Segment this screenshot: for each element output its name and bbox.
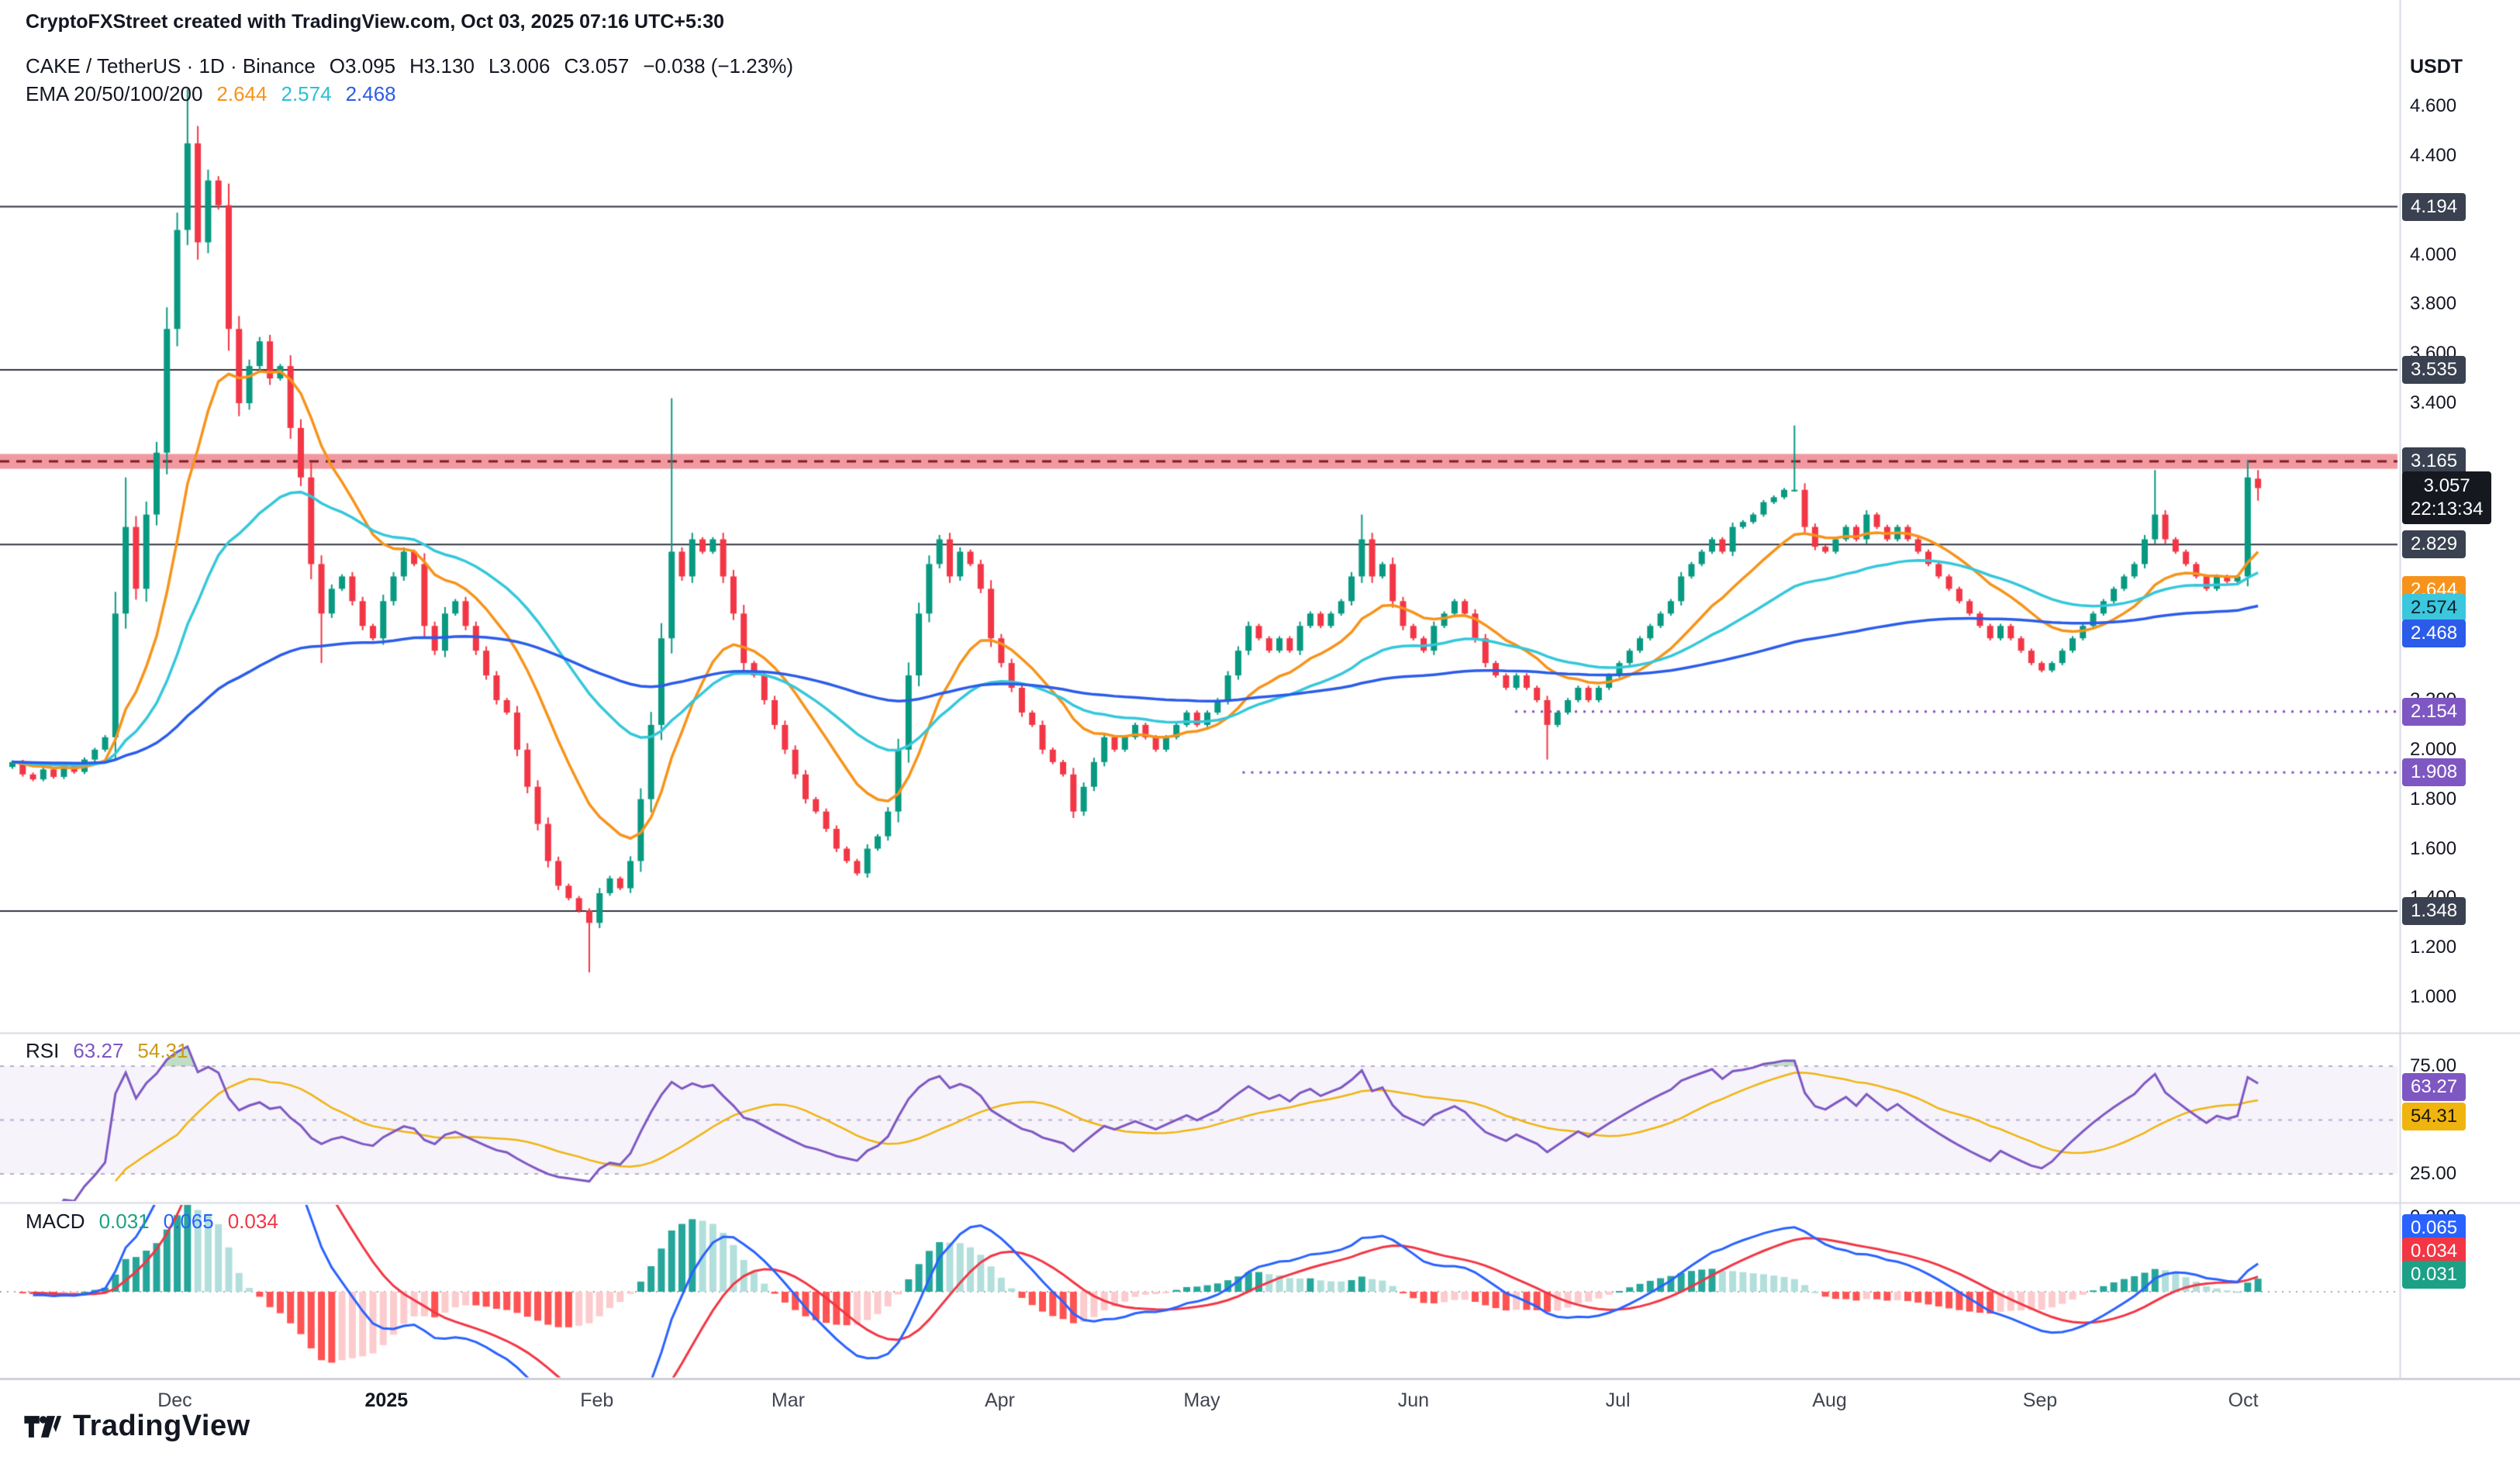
price-level-badge: 2.829 [2402, 530, 2466, 559]
macd-hist-value: 0.031 [98, 1210, 150, 1233]
price-axis-label: 1.000 [2410, 986, 2457, 1007]
time-axis-label: Feb [580, 1389, 614, 1411]
tradingview-logo[interactable]: TradingView [23, 1410, 250, 1443]
time-axis-label: 2025 [364, 1389, 409, 1411]
price-level-badge: 3.535 [2402, 355, 2466, 384]
ema-label: EMA 20/50/100/200 [26, 82, 203, 105]
current-price-badge: 3.057 22:13:34 [2402, 471, 2492, 525]
current-price-value: 3.057 [2423, 475, 2470, 497]
price-level-badge: 2.574 [2402, 593, 2466, 622]
price-axis-label: 1.800 [2410, 788, 2457, 809]
price-axis-label: 4.600 [2410, 95, 2457, 116]
attribution-text: CryptoFXStreet created with TradingView.… [26, 11, 725, 33]
tradingview-logo-icon [24, 1415, 62, 1438]
rsi-axis-label: 75.00 [2410, 1055, 2457, 1076]
rsi-label: RSI [26, 1039, 60, 1062]
rsi-value-badge: 54.31 [2402, 1103, 2466, 1130]
price-axis-label: 1.600 [2410, 837, 2457, 859]
price-level-badge: 2.468 [2402, 620, 2466, 648]
price-level-badge: 1.348 [2402, 896, 2466, 925]
time-axis-label: Oct [2228, 1389, 2259, 1411]
macd-signal-value: 0.034 [227, 1210, 278, 1233]
ema200-value: 2.468 [345, 82, 396, 105]
macd-legend[interactable]: MACD 0.031 0.065 0.034 [26, 1210, 278, 1234]
time-axis-label: Dec [157, 1389, 192, 1411]
time-axis-label: Aug [1812, 1389, 1847, 1411]
bar-countdown: 22:13:34 [2411, 499, 2484, 520]
time-axis-label: Apr [984, 1389, 1015, 1411]
rsi-value-badge: 63.27 [2402, 1073, 2466, 1101]
ohlc-close: C3.057 [564, 54, 630, 78]
time-axis-label: Mar [771, 1389, 805, 1411]
ema20-value: 2.644 [216, 82, 268, 105]
symbol-title: CAKE / TetherUS · 1D · Binance [26, 54, 316, 78]
time-axis-label: Sep [2022, 1389, 2058, 1411]
rsi-value: 63.27 [73, 1039, 124, 1062]
price-axis-label: 2.000 [2410, 738, 2457, 760]
price-axis-label: 1.200 [2410, 937, 2457, 958]
price-axis-label: 4.400 [2410, 144, 2457, 166]
ohlc-low: L3.006 [488, 54, 551, 78]
macd-line-value: 0.065 [163, 1210, 214, 1233]
price-change: −0.038 (−1.23%) [643, 54, 794, 78]
price-scale-currency[interactable]: USDT [2410, 56, 2463, 78]
time-axis-label: Jun [1397, 1389, 1430, 1411]
ohlc-high: H3.130 [409, 54, 475, 78]
time-axis-label: Jul [1605, 1389, 1631, 1411]
price-level-badge: 1.908 [2402, 758, 2466, 787]
macd-label: MACD [26, 1210, 85, 1233]
symbol-legend[interactable]: CAKE / TetherUS · 1D · Binance O3.095 H3… [26, 54, 793, 78]
rsi-legend[interactable]: RSI 63.27 54.31 [26, 1039, 188, 1063]
rsi-ma-value: 54.31 [137, 1039, 188, 1062]
ema50-value: 2.574 [281, 82, 332, 105]
price-level-badge: 3.165 [2402, 447, 2466, 475]
ema-legend[interactable]: EMA 20/50/100/200 2.644 2.574 2.468 [26, 82, 396, 106]
rsi-axis-label: 25.00 [2410, 1163, 2457, 1184]
tradingview-logo-text: TradingView [73, 1410, 250, 1442]
price-level-badge: 4.194 [2402, 192, 2466, 221]
time-axis-label: May [1183, 1389, 1220, 1411]
macd-value-badge: 0.031 [2402, 1261, 2466, 1289]
price-axis-label: 3.400 [2410, 392, 2457, 413]
price-axis-label: 4.000 [2410, 243, 2457, 265]
price-level-badge: 2.154 [2402, 697, 2466, 726]
ohlc-open: O3.095 [329, 54, 396, 78]
price-axis-label: 3.800 [2410, 293, 2457, 315]
